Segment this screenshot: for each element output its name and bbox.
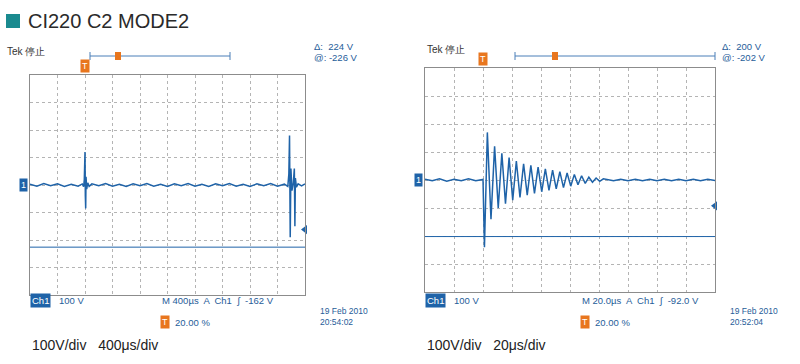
svg-text:@: -226 V: @: -226 V xyxy=(314,52,358,63)
svg-text:T: T xyxy=(582,317,588,327)
svg-text:M 400µs A Ch1 ∫ -162 V: M 400µs A Ch1 ∫ -162 V xyxy=(162,295,274,306)
svg-text:Δ: 200 V: Δ: 200 V xyxy=(722,41,762,52)
svg-text:100 V: 100 V xyxy=(59,295,84,306)
svg-text:Δ: 224 V: Δ: 224 V xyxy=(314,41,354,52)
svg-text:M 20.0µs A Ch1 ∫ -92.0 V: M 20.0µs A Ch1 ∫ -92.0 V xyxy=(582,295,699,306)
svg-text:T: T xyxy=(82,61,88,71)
svg-text:100V/div 400μs/div: 100V/div 400μs/div xyxy=(32,337,158,353)
svg-text:@: -202 V: @: -202 V xyxy=(722,52,766,63)
svg-text:Tek 停止: Tek 停止 xyxy=(427,44,465,55)
svg-text:100 V: 100 V xyxy=(454,295,479,306)
svg-text:20.00 %: 20.00 % xyxy=(175,317,210,328)
svg-text:1: 1 xyxy=(416,175,421,185)
svg-text:19 Feb 201020:52:04: 19 Feb 201020:52:04 xyxy=(730,306,778,327)
svg-text:Ch1: Ch1 xyxy=(32,295,49,306)
svg-text:19 Feb 201020:54:02: 19 Feb 201020:54:02 xyxy=(320,306,368,327)
svg-text:20.00 %: 20.00 % xyxy=(595,317,630,328)
svg-text:CI220 C2 MODE2: CI220 C2 MODE2 xyxy=(28,10,189,32)
svg-text:Ch1: Ch1 xyxy=(427,295,444,306)
svg-text:T: T xyxy=(480,54,486,64)
svg-text:100V/div 20μs/div: 100V/div 20μs/div xyxy=(427,337,546,353)
svg-text:T: T xyxy=(162,317,168,327)
svg-text:1: 1 xyxy=(21,180,26,190)
svg-text:Tek 停止: Tek 停止 xyxy=(7,46,45,57)
